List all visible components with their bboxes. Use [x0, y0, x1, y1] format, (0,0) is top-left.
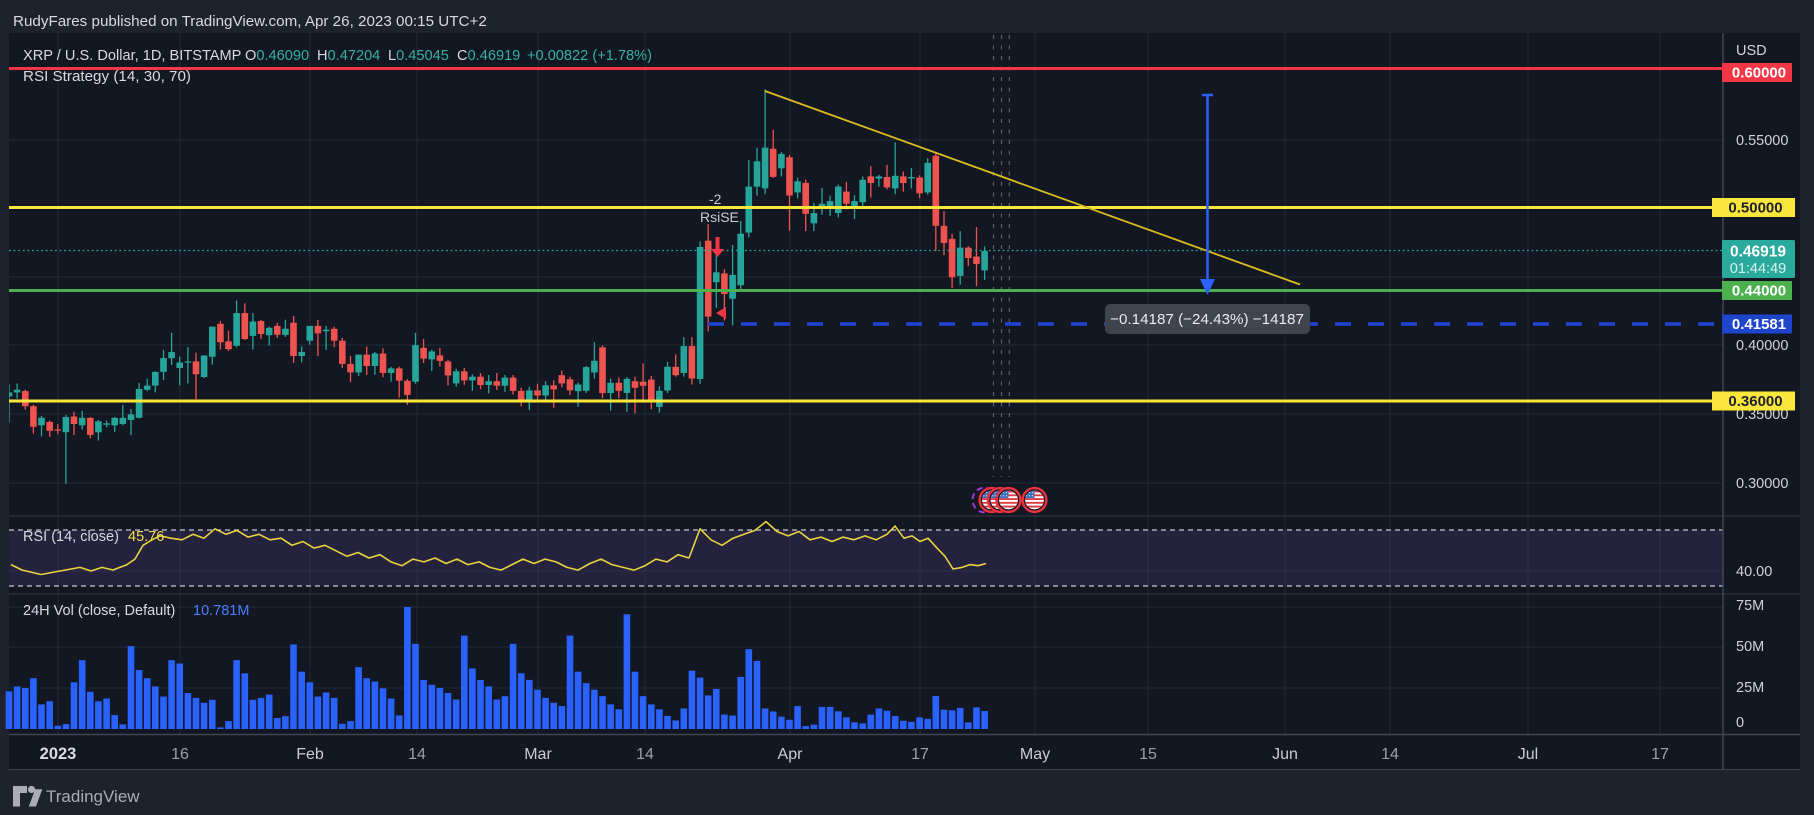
svg-text:USD: USD [1736, 43, 1767, 59]
svg-text:14: 14 [1381, 746, 1399, 763]
svg-text:0.44000: 0.44000 [1732, 283, 1786, 300]
svg-text:15: 15 [1139, 746, 1157, 763]
svg-text:17: 17 [911, 746, 929, 763]
svg-text:Mar: Mar [524, 746, 552, 763]
svg-text:RsiSE: RsiSE [700, 209, 739, 225]
svg-text:0.36000: 0.36000 [1728, 393, 1782, 410]
svg-text:0.55000: 0.55000 [1736, 133, 1788, 149]
svg-text:24H Vol (close, Default)10.781: 24H Vol (close, Default) 10.781M [23, 603, 249, 619]
svg-text:TradingView: TradingView [46, 787, 140, 806]
svg-text:0.40000: 0.40000 [1736, 338, 1788, 354]
svg-text:0.30000: 0.30000 [1736, 476, 1788, 492]
svg-text:0.60000: 0.60000 [1732, 65, 1786, 82]
svg-text:Apr: Apr [778, 746, 804, 763]
svg-text:14: 14 [636, 746, 654, 763]
svg-text:25M: 25M [1736, 680, 1764, 696]
svg-text:RudyFares published on Trading: RudyFares published on TradingView.com, … [13, 13, 487, 30]
svg-text:75M: 75M [1736, 598, 1764, 614]
svg-text:40.00: 40.00 [1736, 564, 1772, 580]
svg-text:14: 14 [408, 746, 426, 763]
svg-text:17: 17 [1651, 746, 1669, 763]
svg-text:0.46919: 0.46919 [1730, 244, 1786, 261]
svg-text:-2: -2 [709, 191, 722, 207]
svg-text:16: 16 [171, 746, 189, 763]
svg-text:Jul: Jul [1518, 746, 1538, 763]
svg-text:Jun: Jun [1272, 746, 1298, 763]
svg-text:XRP / U.S. Dollar, 1D, BITSTAM: XRP / U.S. Dollar, 1D, BITSTAMP O0.46090 H… [23, 48, 652, 64]
svg-text:RSI (14, close)45.76: RSI (14, close) 45.76 [23, 529, 164, 545]
svg-text:0.35000: 0.35000 [1736, 407, 1788, 423]
svg-text:50M: 50M [1736, 639, 1764, 655]
svg-text:0.50000: 0.50000 [1728, 200, 1782, 217]
svg-text:0: 0 [1736, 715, 1744, 731]
svg-text:2023: 2023 [40, 745, 77, 763]
svg-text:RSI Strategy (14, 30, 70): RSI Strategy (14, 30, 70) [23, 68, 191, 85]
svg-text:01:44:49: 01:44:49 [1730, 261, 1786, 277]
svg-text:Feb: Feb [296, 746, 324, 763]
svg-text:May: May [1020, 746, 1050, 763]
svg-text:−0.14187 (−24.43%) −14187: −0.14187 (−24.43%) −14187 [1110, 311, 1304, 328]
svg-text:0.41581: 0.41581 [1732, 316, 1786, 333]
